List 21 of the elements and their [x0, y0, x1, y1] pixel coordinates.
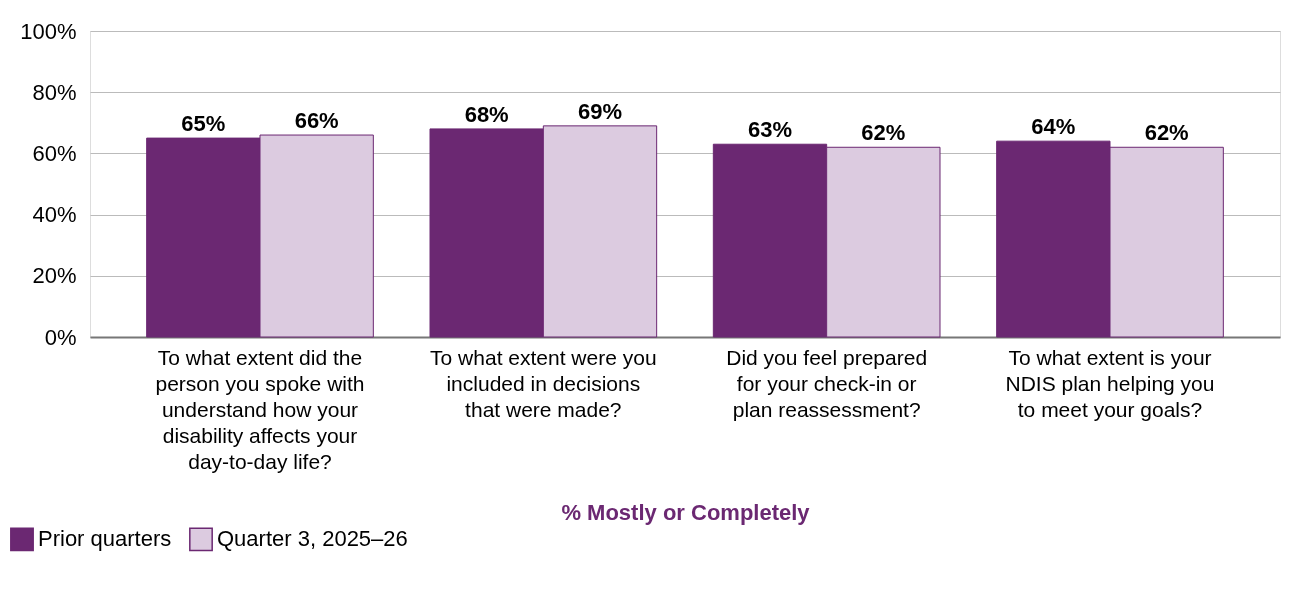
y-tick-label: 0%	[44, 324, 77, 350]
data-label: 62%	[861, 120, 906, 146]
x-tick-label: To what extent were you included in decisions that were made?	[430, 345, 657, 421]
data-label: 65%	[181, 111, 226, 137]
y-tick-label: 80%	[32, 79, 77, 105]
data-label: 63%	[747, 117, 793, 143]
x-axis-title: % Mostly or Completely	[561, 499, 811, 525]
data-label: 69%	[577, 98, 623, 124]
x-tick-label: Did you feel prepared for your check-in or plan reassessment?	[726, 345, 928, 421]
y-tick-label: 100%	[20, 18, 77, 44]
legend-label: Prior quarters	[38, 526, 172, 552]
y-tick-label: 20%	[32, 263, 77, 289]
legend-label: Quarter 3, 2025–26	[217, 526, 408, 552]
data-label: 66%	[294, 108, 339, 134]
x-tick-label: To what extent is your NDIS plan helping you to meet your goals?	[1005, 345, 1215, 421]
y-tick-label: 60%	[32, 140, 77, 166]
y-tick-label: 40%	[32, 202, 77, 228]
data-label: 64%	[1031, 114, 1076, 140]
x-tick-label: To what extent did the person you spoke with understand how your disability affects your day-to-day life?	[155, 345, 365, 473]
data-label: 62%	[1144, 120, 1189, 146]
data-label: 68%	[464, 101, 509, 127]
